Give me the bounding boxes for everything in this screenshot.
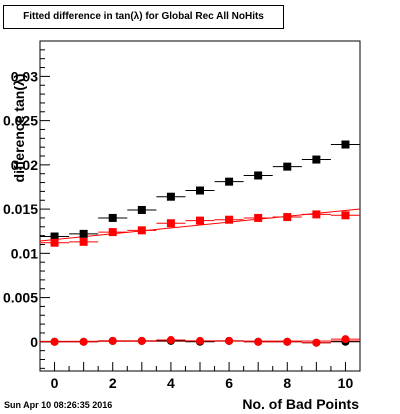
data-point <box>254 171 263 180</box>
series-0 <box>40 140 360 241</box>
chart-title: Fitted difference in tan(λ) for Global R… <box>3 5 284 29</box>
series-1 <box>40 210 360 247</box>
data-point <box>196 216 204 225</box>
data-point <box>225 336 234 345</box>
data-point <box>254 213 263 222</box>
data-point <box>166 336 175 345</box>
data-point <box>137 336 146 345</box>
data-point <box>79 229 88 238</box>
data-point <box>341 140 350 149</box>
y-tick-label: 0 <box>30 334 38 350</box>
data-point <box>108 228 117 237</box>
data-point <box>341 335 350 344</box>
y-tick-label: 0.02 <box>11 157 38 173</box>
y-tick-label: 0.03 <box>11 68 38 84</box>
x-axis-ticks: 0 2 4 6 8 10 <box>39 362 361 391</box>
data-point <box>225 177 234 186</box>
data-point <box>137 226 146 235</box>
x-axis-label: No. of Bad Points <box>242 396 359 412</box>
data-point <box>50 337 59 346</box>
data-point <box>196 186 204 195</box>
data-point <box>166 219 175 228</box>
data-point <box>108 336 117 345</box>
data-point <box>283 337 292 346</box>
fit-lines <box>39 208 361 342</box>
x-tick-label: 8 <box>283 375 291 391</box>
data-point <box>79 337 88 346</box>
data-point <box>312 210 321 219</box>
y-tick-label: 0.01 <box>11 245 38 261</box>
y-tick-label: 0.025 <box>3 113 38 129</box>
y-tick-label: 0.015 <box>3 201 38 217</box>
x-tick-label: 6 <box>225 375 233 391</box>
data-point <box>254 337 263 346</box>
data-point <box>108 213 117 222</box>
x-tick-label: 2 <box>109 375 117 391</box>
data-points <box>40 140 360 347</box>
data-point <box>166 192 175 201</box>
y-tick-label: 0.005 <box>3 290 38 306</box>
y-axis-ticks: 0 0.005 0.01 0.015 0.02 0.025 0.03 <box>3 40 50 369</box>
x-tick-label: 10 <box>338 375 354 391</box>
data-point <box>312 155 321 164</box>
data-point <box>283 162 292 171</box>
x-tick-label: 0 <box>51 375 59 391</box>
data-point <box>283 213 292 222</box>
x-tick-label: 4 <box>167 375 175 391</box>
data-point <box>50 238 59 247</box>
timestamp: Sun Apr 10 08:26:35 2016 <box>4 400 113 410</box>
data-point <box>196 336 204 345</box>
data-point <box>312 338 321 347</box>
series-3 <box>40 335 360 347</box>
data-point <box>50 232 59 241</box>
plot-frame <box>39 40 361 372</box>
y-axis-label: difference tan(λ) <box>11 73 27 183</box>
data-point <box>137 205 146 214</box>
data-point <box>79 237 88 246</box>
data-point <box>341 211 350 220</box>
data-point <box>225 215 234 224</box>
fit-line-series-1 <box>39 208 361 242</box>
